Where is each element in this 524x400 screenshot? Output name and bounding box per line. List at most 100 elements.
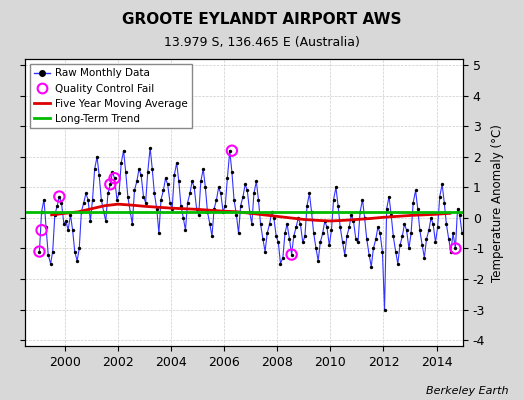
Point <box>424 227 433 233</box>
Point <box>35 248 43 255</box>
Point <box>44 251 52 258</box>
Point <box>91 166 99 172</box>
Point <box>144 169 152 175</box>
Point <box>431 239 440 246</box>
Point <box>161 175 170 181</box>
Point <box>411 187 420 194</box>
Point <box>84 196 92 203</box>
Point <box>301 233 309 240</box>
Point <box>440 200 449 206</box>
Point <box>106 181 115 188</box>
Point <box>82 190 90 197</box>
Point <box>219 209 227 215</box>
Point <box>365 251 373 258</box>
Point <box>108 169 117 175</box>
Point <box>228 148 236 154</box>
Point <box>363 236 371 242</box>
Point <box>352 236 360 242</box>
Point <box>230 196 238 203</box>
Point <box>133 178 141 184</box>
Point <box>159 187 168 194</box>
Point <box>194 212 203 218</box>
Point <box>270 215 278 221</box>
Point <box>391 248 400 255</box>
Point <box>285 236 293 242</box>
Point <box>374 224 382 230</box>
Point <box>288 251 296 258</box>
Point <box>310 230 318 236</box>
Point <box>122 169 130 175</box>
Point <box>170 172 179 178</box>
Point <box>312 245 320 252</box>
Point <box>100 209 108 215</box>
Point <box>223 175 232 181</box>
Point <box>400 221 409 227</box>
Point <box>166 200 174 206</box>
Point <box>55 193 63 200</box>
Point <box>387 212 396 218</box>
Point <box>354 239 362 246</box>
Point <box>259 236 267 242</box>
Point <box>196 178 205 184</box>
Point <box>263 230 271 236</box>
Point <box>458 230 466 236</box>
Point <box>356 209 364 215</box>
Point <box>378 248 387 255</box>
Point <box>394 260 402 267</box>
Point <box>35 248 43 255</box>
Point <box>407 230 415 236</box>
Point <box>292 224 300 230</box>
Point <box>290 233 298 240</box>
Legend: Raw Monthly Data, Quality Control Fail, Five Year Moving Average, Long-Term Tren: Raw Monthly Data, Quality Control Fail, … <box>30 64 192 128</box>
Point <box>51 212 59 218</box>
Point <box>137 172 145 178</box>
Point <box>190 184 199 190</box>
Point <box>181 227 190 233</box>
Point <box>314 258 322 264</box>
Point <box>124 193 132 200</box>
Point <box>294 215 302 221</box>
Point <box>343 233 351 240</box>
Point <box>272 233 280 240</box>
Point <box>183 200 192 206</box>
Point <box>234 230 243 236</box>
Text: Berkeley Earth: Berkeley Earth <box>426 386 508 396</box>
Point <box>438 181 446 188</box>
Point <box>47 260 55 267</box>
Point <box>350 218 358 224</box>
Point <box>245 209 254 215</box>
Point <box>106 181 115 188</box>
Point <box>330 196 338 203</box>
Point <box>208 233 216 240</box>
Point <box>321 218 329 224</box>
Point <box>146 144 155 151</box>
Point <box>71 248 79 255</box>
Point <box>256 221 265 227</box>
Point <box>265 221 274 227</box>
Point <box>268 209 276 215</box>
Point <box>325 242 333 249</box>
Point <box>139 193 148 200</box>
Point <box>42 224 50 230</box>
Point <box>305 190 313 197</box>
Point <box>334 202 342 209</box>
Point <box>319 230 327 236</box>
Point <box>303 202 311 209</box>
Point <box>186 190 194 197</box>
Point <box>150 190 159 197</box>
Point <box>427 215 435 221</box>
Point <box>446 248 455 255</box>
Point <box>104 190 112 197</box>
Point <box>188 178 196 184</box>
Point <box>67 212 75 218</box>
Point <box>323 224 331 230</box>
Point <box>225 148 234 154</box>
Point <box>115 190 123 197</box>
Point <box>288 251 296 258</box>
Point <box>336 224 344 230</box>
Point <box>281 230 289 236</box>
Point <box>250 190 258 197</box>
Point <box>128 221 137 227</box>
Point <box>228 169 236 175</box>
Point <box>155 230 163 236</box>
